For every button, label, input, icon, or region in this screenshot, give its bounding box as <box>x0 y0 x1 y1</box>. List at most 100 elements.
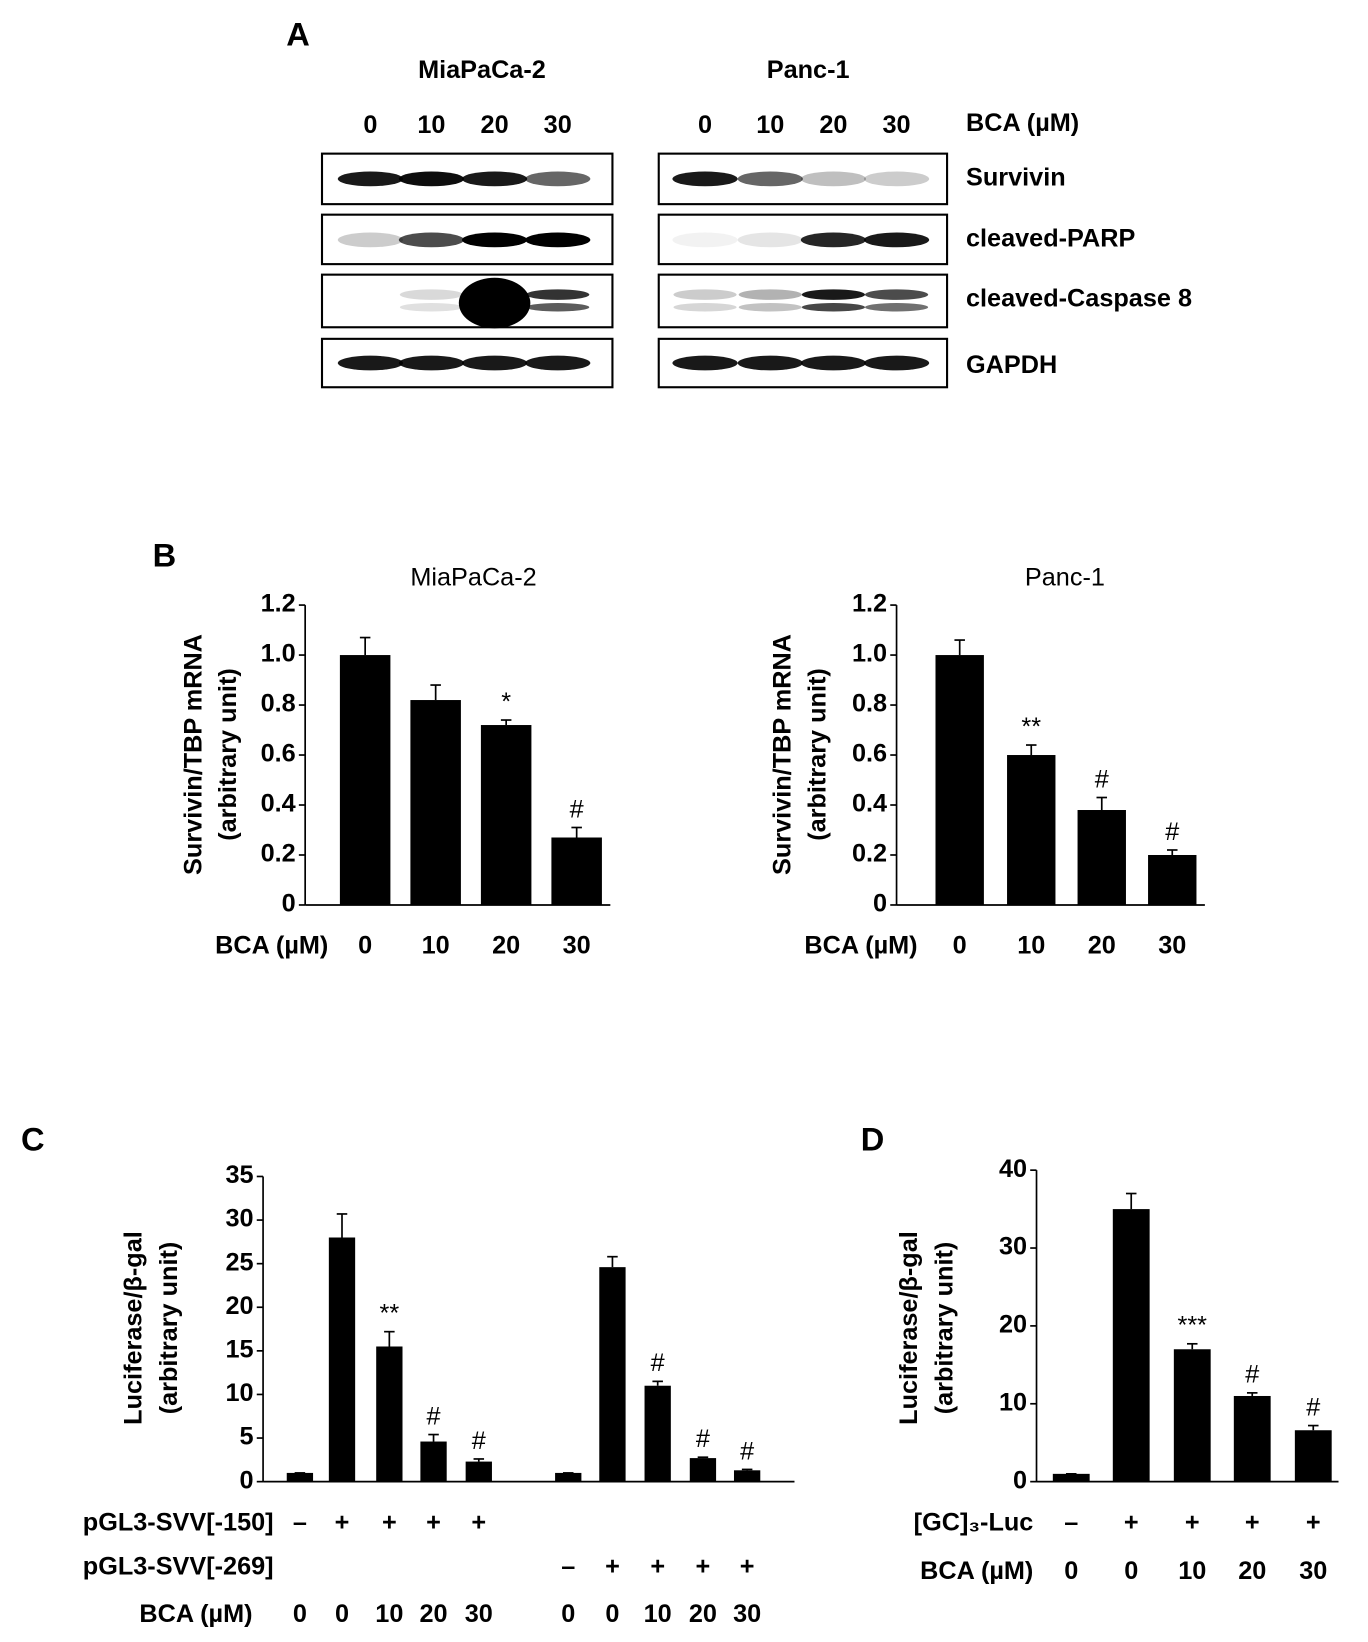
condition-mark: + <box>426 1508 441 1536</box>
y-tick-label: 0.4 <box>261 790 296 818</box>
y-axis-label: Survivin/TBP mRNA <box>769 634 797 875</box>
blot-frame <box>657 273 949 329</box>
condition-mark: + <box>382 1508 397 1536</box>
y-tick-label: 10 <box>226 1379 254 1407</box>
band <box>337 355 404 371</box>
x-tick-label: 0 <box>1064 1557 1078 1585</box>
band <box>398 171 465 187</box>
bar <box>465 1461 492 1482</box>
condition-mark: + <box>696 1553 711 1581</box>
bar <box>420 1441 447 1482</box>
band <box>673 303 737 312</box>
dose-label: 30 <box>544 111 572 139</box>
y-axis-label: (arbitrary unit) <box>214 668 242 841</box>
significance-label: ** <box>380 1300 400 1328</box>
band <box>337 171 404 187</box>
bar <box>1148 854 1197 905</box>
y-tick-label: 1.2 <box>261 590 296 618</box>
band <box>738 289 802 300</box>
band <box>525 171 591 187</box>
x-tick-label: 20 <box>420 1600 448 1628</box>
y-axis-label: (arbitrary unit) <box>803 668 831 841</box>
condition-mark: – <box>1064 1508 1078 1536</box>
condition-mark: + <box>740 1553 755 1581</box>
y-tick-label: 1.0 <box>261 640 296 668</box>
x-tick-label: 0 <box>953 932 967 960</box>
panel-label: A <box>286 15 310 52</box>
band <box>461 355 528 371</box>
band <box>458 277 531 329</box>
condition-mark: + <box>335 1508 350 1536</box>
condition-mark: + <box>1185 1508 1200 1536</box>
y-tick-label: 0.4 <box>852 790 887 818</box>
y-tick-label: 20 <box>999 1311 1027 1339</box>
band <box>801 303 865 312</box>
protein-label: cleaved-Caspase 8 <box>966 285 1192 313</box>
bar <box>339 655 391 905</box>
band <box>737 171 803 187</box>
y-tick-label: 0 <box>240 1466 254 1494</box>
y-tick-label: 0.6 <box>261 740 296 768</box>
y-tick-label: 20 <box>226 1292 254 1320</box>
protein-label: GAPDH <box>966 351 1057 379</box>
x-tick-label: 10 <box>1017 932 1045 960</box>
y-tick-label: 0 <box>282 890 296 918</box>
y-tick-label: 30 <box>226 1205 254 1233</box>
panel-label: B <box>153 536 177 573</box>
x-tick-label: 0 <box>605 1600 619 1628</box>
band <box>337 232 404 248</box>
band <box>399 289 464 300</box>
bar <box>410 700 461 905</box>
significance-label: # <box>472 1427 486 1455</box>
y-tick-label: 30 <box>999 1233 1027 1261</box>
band <box>461 232 528 248</box>
y-tick-label: 0 <box>1013 1466 1027 1494</box>
dose-label: 10 <box>756 111 784 139</box>
band <box>672 171 738 187</box>
x-tick-label: 20 <box>1088 932 1116 960</box>
y-tick-label: 10 <box>999 1388 1027 1416</box>
y-tick-label: 35 <box>226 1161 254 1189</box>
y-tick-label: 0 <box>873 890 887 918</box>
dose-axis-label: BCA (µM) <box>966 109 1079 137</box>
dose-label: 0 <box>698 111 712 139</box>
condition-mark: + <box>1306 1508 1321 1536</box>
y-axis-label: (arbitrary unit) <box>155 1242 183 1415</box>
panel-label: D <box>861 1120 885 1157</box>
x-tick-label: 10 <box>422 932 450 960</box>
y-tick-label: 25 <box>226 1248 254 1276</box>
significance-label: # <box>570 795 584 823</box>
band <box>526 303 590 312</box>
chart-title: Panc-1 <box>1025 563 1105 591</box>
band <box>863 355 930 371</box>
y-tick-label: 15 <box>226 1336 254 1364</box>
dose-label: 0 <box>363 111 377 139</box>
band <box>864 303 929 312</box>
x-axis-label: BCA (µM) <box>804 932 917 960</box>
significance-label: # <box>1245 1361 1259 1389</box>
y-tick-label: 1.2 <box>852 590 887 618</box>
band <box>399 303 464 312</box>
bar <box>328 1237 356 1482</box>
dose-label: 20 <box>819 111 847 139</box>
x-tick-label: 0 <box>358 932 372 960</box>
y-tick-label: 1.0 <box>852 640 887 668</box>
condition-label: pGL3-SVV[-150] <box>83 1508 274 1536</box>
bar <box>1052 1473 1090 1482</box>
bar <box>1173 1349 1211 1482</box>
band <box>461 171 528 187</box>
x-tick-label: 0 <box>561 1600 575 1628</box>
condition-mark: + <box>1124 1508 1139 1536</box>
y-tick-label: 0.6 <box>852 740 887 768</box>
band <box>800 171 867 187</box>
x-tick-label: 20 <box>1238 1557 1266 1585</box>
x-tick-label: 0 <box>335 1600 349 1628</box>
band <box>398 355 465 371</box>
significance-label: # <box>427 1402 441 1430</box>
significance-label: * <box>501 688 511 716</box>
significance-label: # <box>740 1437 754 1465</box>
y-tick-label: 40 <box>999 1155 1027 1183</box>
protein-label: Survivin <box>966 164 1066 192</box>
condition-mark: – <box>561 1553 575 1581</box>
